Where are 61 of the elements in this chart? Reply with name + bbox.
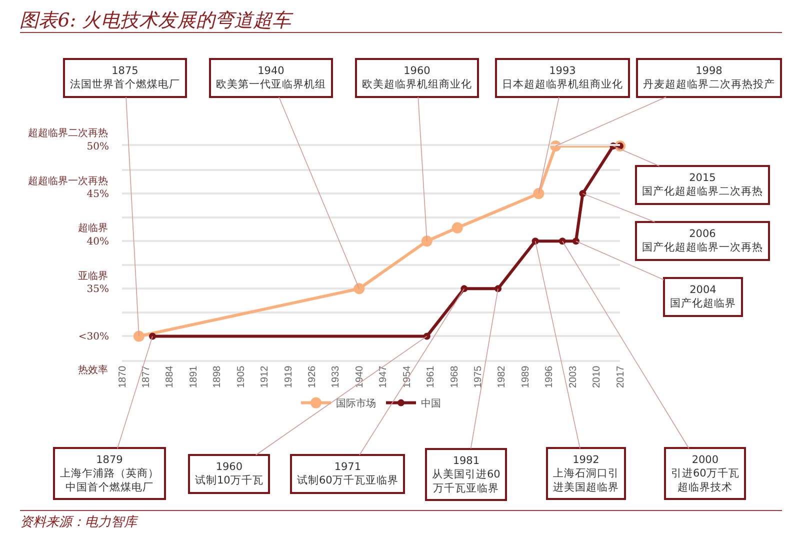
- point: [572, 238, 580, 245]
- x-tick-label: 1891: [188, 365, 200, 388]
- legend-label: 国际市场: [336, 398, 376, 410]
- annotation: 2015 国产化超超临界二次再热: [642, 172, 763, 198]
- x-tick-label: 1912: [260, 365, 271, 388]
- annotation: 1960 欧美超临界机组商业化: [362, 65, 472, 91]
- x-tick-label: 1982: [496, 365, 508, 388]
- point: [494, 285, 502, 292]
- annotation: 1960 试制10万千瓦: [195, 461, 264, 487]
- point: [558, 238, 566, 245]
- point: [354, 283, 365, 294]
- annotation: 1992 上海石洞口引进美国超临界: [553, 454, 619, 494]
- point: [452, 222, 463, 234]
- point: [133, 330, 144, 342]
- x-tick-label: 1989: [520, 365, 532, 388]
- x-tick-label: 1933: [330, 365, 342, 388]
- x-tick-label: 1870: [117, 365, 128, 388]
- y-axis-title: 热效率: [78, 364, 108, 376]
- x-tick-label: 1975: [472, 365, 484, 388]
- x-tick-label: 2003: [568, 365, 579, 388]
- y-tick-label: <30%: [78, 332, 109, 343]
- text: 亚临界: [78, 270, 108, 282]
- text: 资料来源：电力智库: [20, 515, 139, 530]
- y-tick-label: 45%: [86, 189, 109, 200]
- annotation: 1940 欧美第一代亚临界机组: [216, 65, 326, 91]
- x-tick-label: 1996: [544, 365, 556, 388]
- x-tick-label: 1961: [426, 365, 437, 388]
- x-tick-label: 2010: [592, 365, 603, 388]
- legend-label: 中国: [421, 398, 441, 410]
- x-tick-label: 1947: [378, 365, 390, 388]
- annotation: 1998 丹麦超超临界二次再热投产: [643, 65, 775, 91]
- y-tick-label: 40%: [86, 236, 109, 248]
- point: [533, 188, 544, 200]
- annotation: 2000 引进60万千瓦超临界技术: [671, 454, 740, 494]
- point: [423, 332, 430, 340]
- point: [421, 236, 432, 247]
- x-tick-label: 1968: [449, 365, 460, 388]
- text: 超临界: [78, 222, 108, 234]
- text: 超超临界一次再热: [28, 175, 108, 187]
- annotation: 1981 从美国引进60万千瓦亚临界: [432, 455, 500, 494]
- point: [148, 332, 156, 340]
- annotation: 1971 试制60万千瓦亚临界: [297, 461, 398, 487]
- point: [579, 190, 586, 198]
- chart-title: 图表6: 火电技术发展的弯道超车: [20, 10, 294, 32]
- text: 超超临界二次再热: [28, 127, 108, 139]
- x-tick-label: 1877: [140, 365, 152, 388]
- x-tick-label: 1940: [354, 365, 366, 388]
- annotation: 1993 日本超超临界机组商业化: [502, 65, 623, 91]
- x-tick-label: 2017: [615, 365, 626, 388]
- annotation: 1879 上海乍浦路（英商）中国首个燃煤电厂: [60, 454, 159, 494]
- annotation: 2006 国产化超超临界一次再热: [642, 228, 763, 254]
- x-tick-label: 1884: [164, 365, 176, 388]
- y-tick-label: 35%: [86, 284, 109, 296]
- x-tick-label: 1954: [402, 365, 413, 388]
- x-tick-label: 1919: [283, 365, 294, 388]
- x-tick-label: 1926: [306, 365, 318, 388]
- x-tick-label: 1905: [236, 365, 247, 388]
- annotation: 2004 国产化超临界: [670, 284, 736, 310]
- x-tick-label: 1898: [212, 365, 224, 388]
- annotation: 1875 法国世界首个燃煤电厂: [70, 65, 180, 91]
- y-tick-label: 50%: [86, 142, 109, 152]
